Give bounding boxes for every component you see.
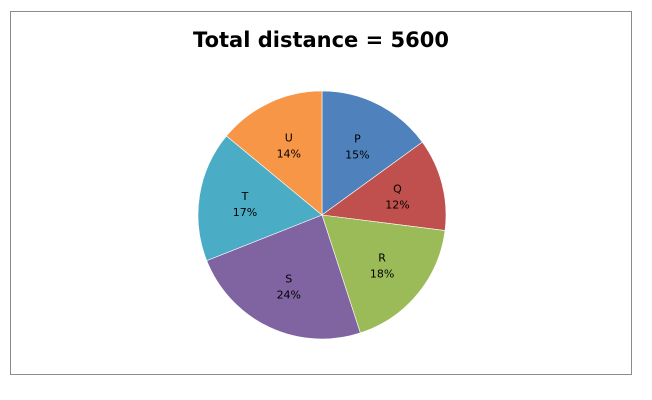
slice-value-label: 14% [277,147,301,160]
chart-title: Total distance = 5600 [193,28,449,52]
pie-labels: P 15% Q 12% R 18% S 24% T 17% U 14% [233,131,410,301]
pie-slice-s [206,214,361,340]
pie-slice-r [321,214,446,334]
slice-value-label: 12% [385,199,409,212]
slice-category-label: R [378,252,386,265]
slice-category-label: U [285,131,293,144]
slice-category-label: T [241,190,249,203]
slice-category-label: Q [393,183,402,196]
slice-value-label: 18% [370,268,394,281]
slice-category-label: S [285,273,292,286]
pie-slices [197,90,447,340]
pie-slice-p [321,90,423,216]
pie-slice-q [321,141,447,231]
pie-slice-t [197,135,323,262]
slice-value-label: 17% [233,206,257,219]
slice-category-label: P [354,133,361,146]
slice-value-label: 15% [345,149,369,162]
pie-slice-u [226,90,323,216]
slice-value-label: 24% [277,289,301,302]
